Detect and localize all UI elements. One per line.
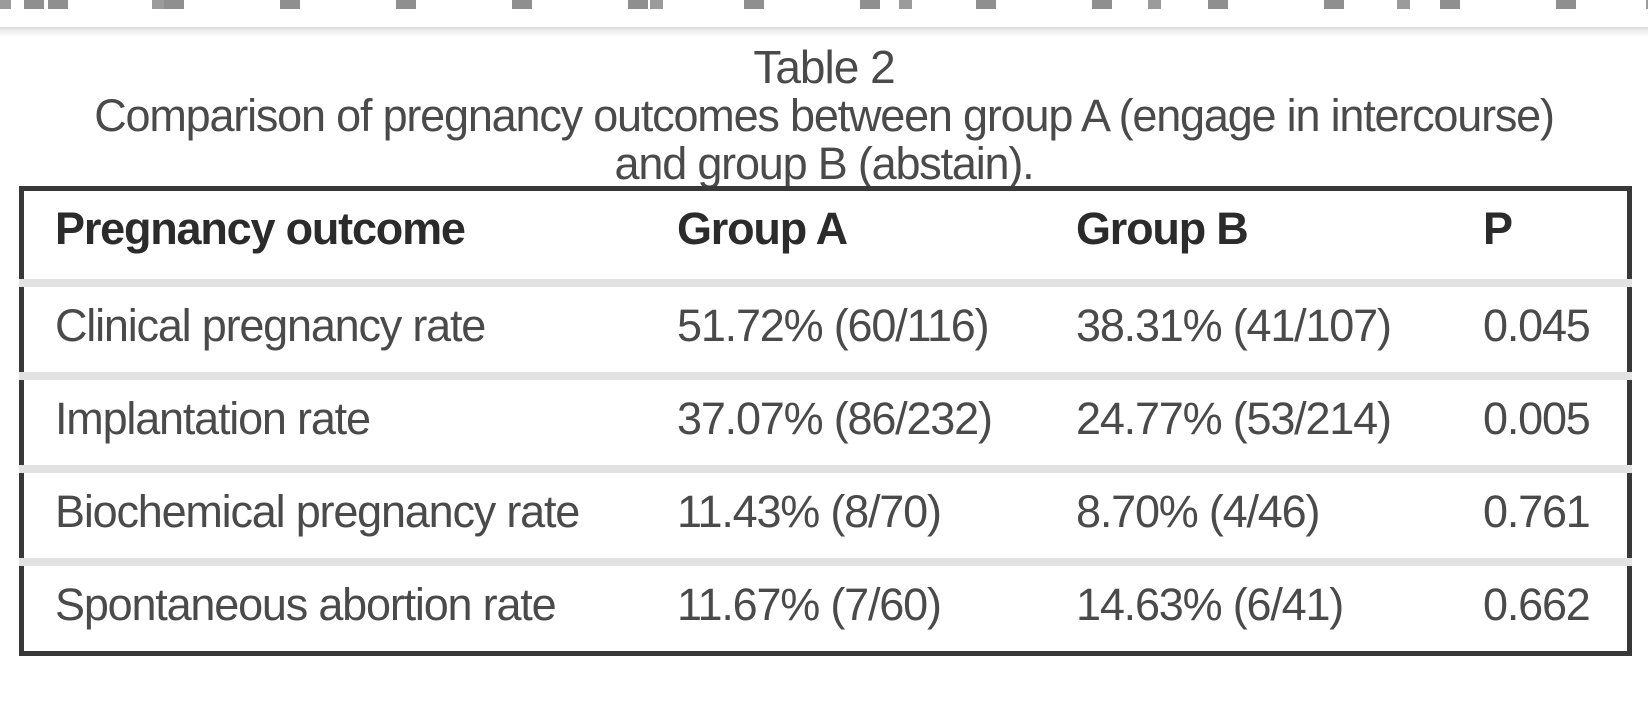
row-divider <box>19 372 1632 380</box>
table-caption: Comparison of pregnancy outcomes between… <box>0 92 1648 188</box>
table-header-row: Pregnancy outcome Group A Group B P <box>19 191 1632 279</box>
row-divider <box>19 558 1632 566</box>
column-header-group-b: Group B <box>1076 203 1249 254</box>
table-caption-line-2: and group B (abstain). <box>614 138 1035 189</box>
clipped-text-fragments <box>0 0 1648 9</box>
cell-group-b: 24.77% (53/214) <box>1076 392 1392 444</box>
cell-group-a: 51.72% (60/116) <box>677 299 990 351</box>
cell-p-value: 0.662 <box>1483 578 1591 630</box>
cell-group-a: 11.43% (8/70) <box>677 485 942 537</box>
cell-group-a: 11.67% (7/60) <box>677 578 942 630</box>
column-header-group-a: Group A <box>677 203 848 254</box>
cell-outcome: Biochemical pregnancy rate <box>55 485 580 537</box>
cell-group-a: 37.07% (86/232) <box>677 392 993 444</box>
table-row-biochemical-pregnancy-rate: Biochemical pregnancy rate 11.43% (8/70)… <box>19 473 1632 558</box>
table-row-clinical-pregnancy-rate: Clinical pregnancy rate 51.72% (60/116) … <box>19 287 1632 372</box>
cell-group-b: 8.70% (4/46) <box>1076 485 1320 537</box>
cell-p-value: 0.005 <box>1483 392 1591 444</box>
appbar-shadow <box>0 27 1648 37</box>
column-header-pregnancy-outcome: Pregnancy outcome <box>55 203 466 254</box>
cell-p-value: 0.761 <box>1483 485 1591 537</box>
table-row-spontaneous-abortion-rate: Spontaneous abortion rate 11.67% (7/60) … <box>19 566 1632 651</box>
pregnancy-outcomes-table: Pregnancy outcome Group A Group B P Clin… <box>19 186 1632 656</box>
cell-outcome: Spontaneous abortion rate <box>55 578 557 630</box>
cell-group-b: 14.63% (6/41) <box>1076 578 1344 630</box>
table-caption-line-1: Comparison of pregnancy outcomes between… <box>94 90 1555 141</box>
cell-outcome: Clinical pregnancy rate <box>55 299 486 351</box>
row-divider <box>19 465 1632 473</box>
column-header-p: P <box>1483 203 1513 254</box>
page-title: Table 2 <box>753 41 895 93</box>
cell-p-value: 0.045 <box>1483 299 1591 351</box>
table-row-implantation-rate: Implantation rate 37.07% (86/232) 24.77%… <box>19 380 1632 465</box>
cell-group-b: 38.31% (41/107) <box>1076 299 1392 351</box>
cell-outcome: Implantation rate <box>55 392 371 444</box>
row-divider <box>19 279 1632 287</box>
